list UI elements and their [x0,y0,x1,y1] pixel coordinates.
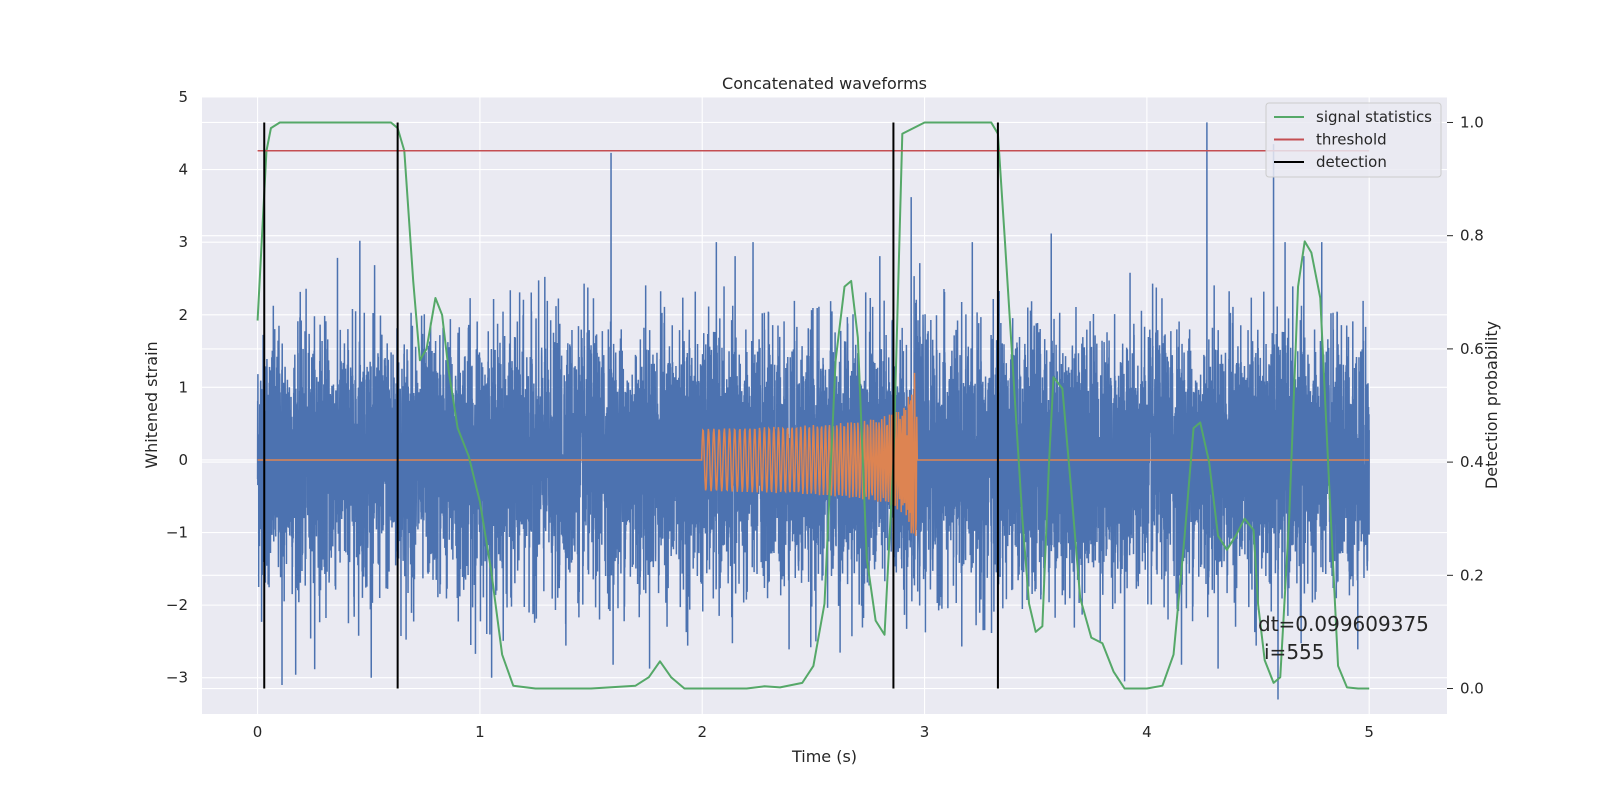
legend-label-detection: detection [1316,153,1387,171]
y2-tick-label: 1.0 [1460,113,1484,131]
y-tick-label: 4 [178,161,188,179]
chirp-waveform-line [257,372,1370,536]
y2-tick-label: 0.2 [1460,566,1484,584]
y-tick-label: 0 [178,451,188,469]
legend-frame [1265,102,1442,178]
legend-label-threshold: threshold [1316,131,1387,149]
x-tick-label: 4 [1142,723,1152,741]
y-tick-label: −2 [166,596,188,614]
legend: signal statistics threshold detection [1265,102,1442,178]
y-tick-label: −1 [166,524,188,542]
axes-layer: 0 1 2 3 4 5 −3 −2 −1 0 1 2 3 4 5 0.0 0.2 0.4 0.6 0.8 1.0 [166,88,1484,741]
chart-title: Concatenated waveforms [722,74,927,93]
y-tick-label: 3 [178,233,188,251]
y-tick-label: 5 [178,88,188,106]
y2-tick-label: 0.0 [1460,680,1484,698]
signal-statistics-line [256,121,1370,690]
x-tick-label: 1 [475,723,485,741]
series-layer [256,121,1370,700]
x-tick-label: 3 [920,723,930,741]
x-tick-label: 2 [697,723,707,741]
x-tick-label: 5 [1364,723,1374,741]
y-tick-label: 2 [178,306,188,324]
y2-tick-label: 0.8 [1460,227,1484,245]
annotation-dt: dt=0.099609375 [1258,612,1429,636]
y-axis-label: Whitened strain [142,341,161,468]
x-axis-label: Time (s) [791,747,857,766]
x-tick-label: 0 [253,723,263,741]
annotation-index: i=555 [1264,640,1325,664]
annotation-box: dt=0.099609375 i=555 [1258,612,1429,664]
y2-axis-label: Detection probability [1482,321,1501,489]
legend-label-signal-statistics: signal statistics [1316,108,1432,126]
y2-tick-label: 0.4 [1460,453,1484,471]
y-tick-label: 1 [178,378,188,396]
y-tick-label: −3 [166,669,188,687]
y2-tick-label: 0.6 [1460,340,1484,358]
strain-noise-line [256,122,1370,700]
